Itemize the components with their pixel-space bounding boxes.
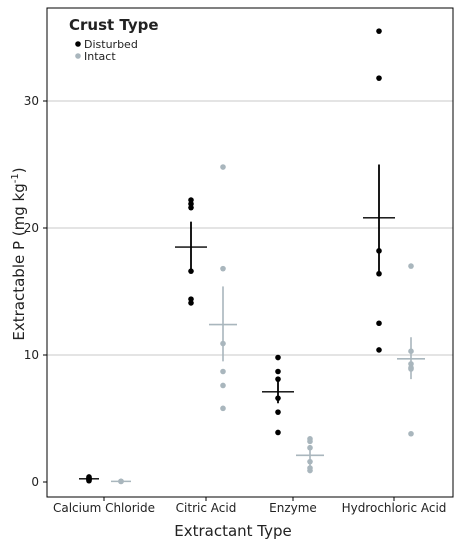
data-point [376, 347, 382, 353]
y-axis-ticks: 0 10 20 30 [24, 94, 47, 489]
legend-title: Crust Type [69, 16, 159, 34]
data-point [275, 409, 281, 415]
data-point [275, 376, 281, 382]
legend: Crust Type Disturbed Intact [69, 16, 159, 63]
data-point [220, 164, 226, 170]
data-point [307, 458, 313, 465]
y-axis-title-end: ) [10, 167, 28, 173]
data-point [220, 265, 226, 272]
y-axis-title-main: Extractable P (mg kg [10, 183, 28, 340]
y-tick-label: 30 [24, 94, 39, 108]
data-point [86, 476, 92, 483]
data-point [188, 300, 194, 306]
x-tick-label: Enzyme [269, 501, 317, 515]
data-point [275, 395, 281, 401]
data-point [220, 382, 226, 389]
legend-marker-disturbed [75, 41, 81, 47]
plot-frame [46, 7, 454, 498]
y-axis-title: Extractable P (mg kg-1) [10, 167, 28, 340]
x-tick-label: Hydrochloric Acid [342, 501, 447, 515]
data-point [376, 270, 382, 277]
y-axis-title-superscript: -1 [10, 173, 21, 183]
data-point [408, 430, 414, 437]
data-point [220, 405, 226, 412]
data-point [275, 429, 281, 436]
data-point [376, 320, 382, 327]
x-axis-ticks: Calcium Chloride Citric Acid Enzyme Hydroch… [53, 497, 446, 515]
data-point [275, 354, 281, 361]
x-tick-label: Citric Acid [176, 501, 237, 515]
data-point [188, 268, 194, 274]
legend-label-intact: Intact [84, 50, 116, 63]
data-point [376, 28, 382, 34]
data-point [376, 248, 382, 254]
y-tick-label: 10 [24, 348, 39, 362]
legend-marker-intact [75, 53, 81, 59]
data-marks [79, 28, 425, 485]
data-point [307, 467, 313, 474]
data-point [307, 438, 313, 445]
data-point [220, 340, 226, 347]
data-point [307, 444, 313, 451]
grid-lines [47, 100, 453, 356]
legend-label-disturbed: Disturbed [84, 38, 138, 51]
data-point [408, 263, 414, 269]
data-point [220, 368, 226, 375]
x-axis-title: Extractant Type [174, 522, 292, 540]
data-point [118, 478, 124, 485]
data-point [408, 366, 414, 372]
x-tick-label: Calcium Chloride [53, 501, 155, 515]
y-tick-label: 20 [24, 221, 39, 235]
y-tick-label: 0 [31, 475, 39, 489]
data-point [408, 348, 414, 354]
data-point [376, 75, 382, 81]
data-point [275, 368, 281, 375]
data-point [188, 204, 194, 211]
